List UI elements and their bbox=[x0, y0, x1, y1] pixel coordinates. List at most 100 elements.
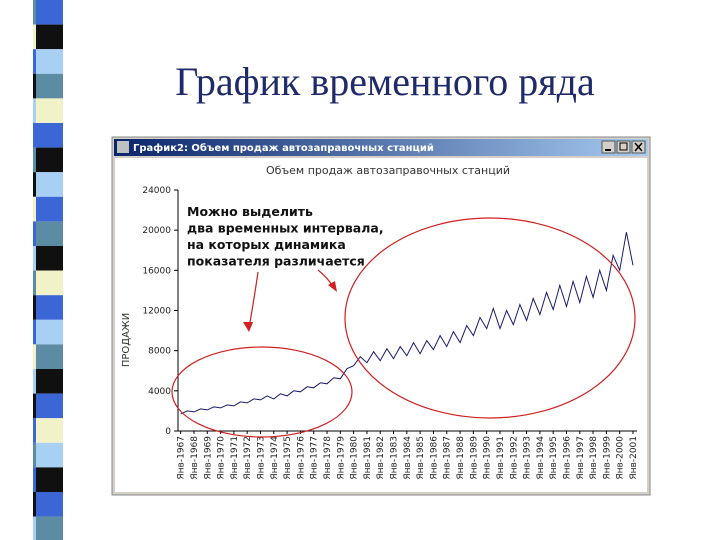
decor-block bbox=[36, 492, 63, 517]
decor-block bbox=[33, 344, 36, 369]
decor-block bbox=[33, 123, 36, 148]
y-tick-label: 16000 bbox=[142, 266, 171, 276]
x-tick-label: Янв-1982 bbox=[376, 436, 386, 480]
x-tick-label: Янв-1984 bbox=[403, 436, 413, 480]
decor-block bbox=[33, 393, 36, 419]
x-tick-label: Янв-1983 bbox=[390, 436, 400, 480]
x-tick-label: Янв-1999 bbox=[602, 436, 612, 480]
decor-block bbox=[36, 369, 63, 394]
x-tick-label: Янв-1979 bbox=[336, 436, 346, 480]
x-tick-label: Янв-2001 bbox=[629, 436, 639, 480]
decor-block bbox=[33, 73, 36, 99]
x-tick-label: Янв-2000 bbox=[616, 436, 626, 480]
decor-block bbox=[36, 295, 63, 320]
decor-block bbox=[36, 24, 63, 50]
x-tick-label: Янв-1985 bbox=[416, 436, 426, 480]
decor-block bbox=[33, 147, 36, 173]
data-line bbox=[180, 232, 634, 415]
window-title: График2: Объем продаж автозаправочных ст… bbox=[133, 142, 434, 154]
decor-block bbox=[36, 442, 63, 468]
y-tick-label: 20000 bbox=[142, 226, 171, 236]
decor-block bbox=[36, 246, 63, 271]
decor-block bbox=[33, 221, 36, 246]
decor-block bbox=[36, 73, 63, 99]
x-tick-label: Янв-1981 bbox=[363, 436, 373, 480]
y-tick-label: 12000 bbox=[142, 307, 171, 317]
decor-block bbox=[36, 516, 63, 540]
decor-block bbox=[33, 270, 36, 296]
x-tick-label: Янв-1996 bbox=[562, 436, 572, 480]
x-tick-label: Янв-1970 bbox=[217, 436, 227, 480]
y-tick-label: 24000 bbox=[142, 186, 171, 196]
x-tick-label: Янв-1989 bbox=[469, 436, 479, 480]
decor-block bbox=[33, 516, 36, 540]
y-tick-label: 8000 bbox=[148, 347, 171, 357]
decor-strip bbox=[33, 0, 63, 540]
decor-block bbox=[33, 319, 36, 345]
x-tick-label: Янв-1997 bbox=[576, 436, 586, 480]
x-tick-label: Янв-1986 bbox=[429, 436, 439, 480]
decor-block bbox=[33, 369, 36, 394]
decor-block bbox=[33, 246, 36, 271]
decor-block bbox=[33, 442, 36, 468]
decor-block bbox=[36, 0, 63, 25]
maximize-icon bbox=[619, 142, 628, 151]
x-tick-label: Янв-1978 bbox=[323, 436, 333, 480]
slide-title: График временного ряда bbox=[175, 59, 595, 104]
close-icon bbox=[634, 142, 643, 152]
decor-block bbox=[33, 0, 36, 25]
window-icon bbox=[117, 141, 129, 153]
annotation-text: на которых динамика bbox=[187, 237, 346, 252]
decor-block bbox=[36, 49, 63, 74]
y-axis-label: ПРОДАЖИ bbox=[121, 313, 132, 367]
decor-block bbox=[33, 492, 36, 517]
decor-block bbox=[36, 344, 63, 369]
x-tick-label: Янв-1994 bbox=[536, 436, 546, 480]
x-tick-label: Янв-1972 bbox=[243, 436, 253, 480]
x-tick-label: Янв-1991 bbox=[496, 436, 506, 480]
x-tick-label: Янв-1987 bbox=[443, 436, 453, 480]
annotation-text: два временных интервала, bbox=[187, 221, 384, 236]
x-tick-label: Янв-1990 bbox=[483, 436, 493, 480]
x-tick-label: Янв-1967 bbox=[177, 436, 187, 480]
x-tick-label: Янв-1995 bbox=[549, 436, 559, 480]
decor-block bbox=[36, 393, 63, 419]
annotation-text: показателя различается bbox=[187, 254, 365, 269]
decor-block bbox=[36, 123, 63, 148]
highlight-ellipse bbox=[171, 346, 353, 438]
decor-block bbox=[33, 24, 36, 50]
decor-block bbox=[36, 319, 63, 345]
decor-block bbox=[36, 196, 63, 222]
x-tick-label: Янв-1973 bbox=[256, 436, 266, 480]
decor-block bbox=[36, 221, 63, 246]
decor-block bbox=[36, 98, 63, 123]
decor-block bbox=[36, 147, 63, 173]
decor-block bbox=[33, 98, 36, 123]
x-tick-label: Янв-1975 bbox=[283, 436, 293, 480]
decor-block bbox=[33, 295, 36, 320]
title-bar bbox=[114, 139, 648, 156]
decor-block bbox=[33, 172, 36, 197]
x-tick-label: Янв-1988 bbox=[456, 436, 466, 480]
x-tick-label: Янв-1976 bbox=[296, 436, 306, 480]
decor-block bbox=[36, 418, 63, 443]
x-tick-label: Янв-1998 bbox=[589, 436, 599, 480]
x-tick-label: Янв-1971 bbox=[230, 436, 240, 480]
minimize-button[interactable] bbox=[601, 140, 616, 154]
x-tick-label: Янв-1977 bbox=[310, 436, 320, 480]
x-tick-label: Янв-1993 bbox=[523, 436, 533, 480]
x-tick-label: Янв-1992 bbox=[509, 436, 519, 480]
y-tick-label: 0 bbox=[165, 427, 171, 437]
annotation: Можно выделить два временных интервала,на… bbox=[187, 204, 384, 269]
x-tick-label: Янв-1980 bbox=[350, 436, 360, 480]
decor-block bbox=[33, 467, 36, 492]
decor-block bbox=[36, 172, 63, 197]
highlight-ellipse bbox=[344, 217, 636, 419]
chart-title: Объем продаж автозаправочных станций bbox=[266, 164, 510, 177]
decor-block bbox=[33, 49, 36, 74]
arrow-head bbox=[328, 281, 337, 292]
decor-block bbox=[36, 270, 63, 296]
chart-area bbox=[115, 158, 647, 492]
